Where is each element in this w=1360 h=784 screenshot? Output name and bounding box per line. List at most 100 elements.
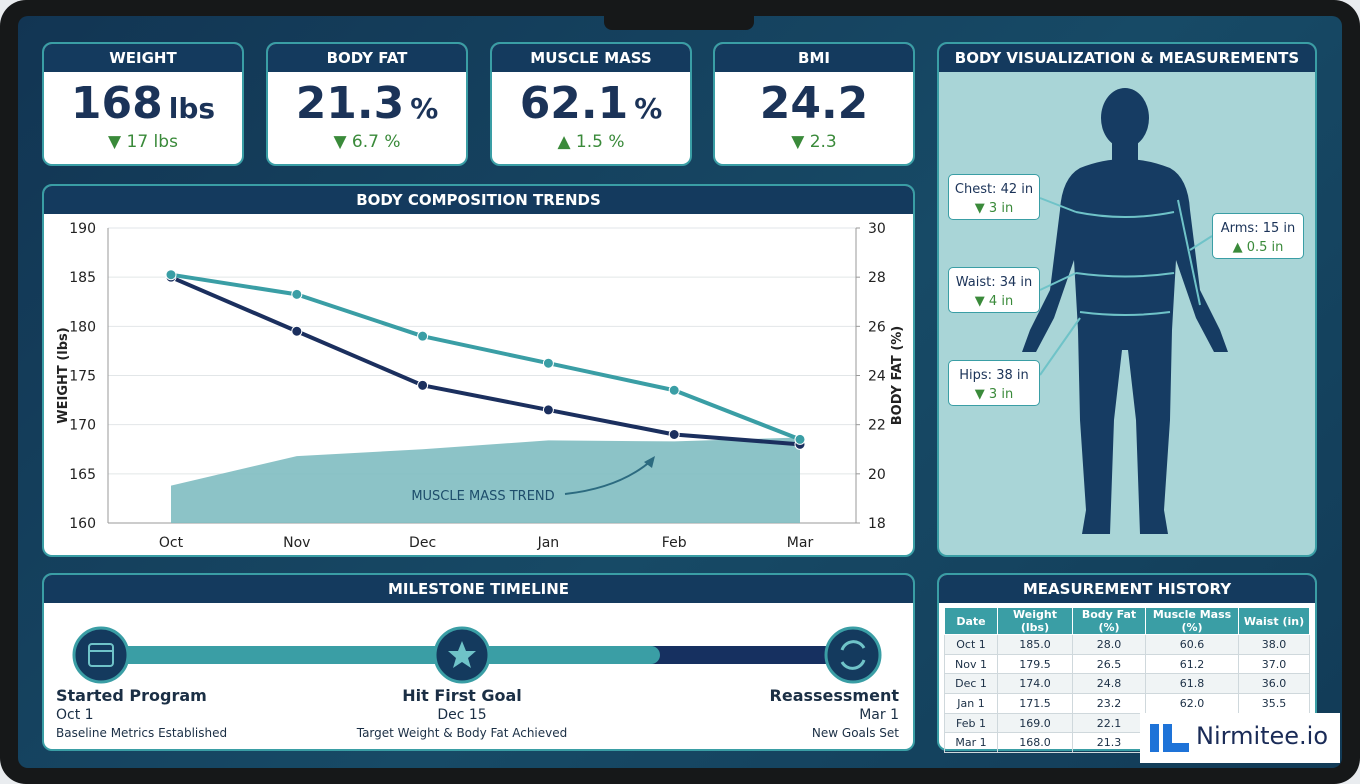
metric-unit: lbs — [168, 92, 216, 125]
table-cell: Feb 1 — [944, 712, 998, 734]
y-tick-label: 165 — [69, 467, 96, 483]
y2-axis-label: BODY FAT (%) — [890, 326, 905, 426]
series-point — [165, 269, 177, 281]
history-title: MEASUREMENT HISTORY — [939, 575, 1315, 603]
header-row: Date Weight (lbs) Body Fat (%) Muscle Mass … — [944, 607, 1310, 635]
table-cell: Oct 1 — [944, 634, 998, 655]
metric-card: BMI 24.2 ▼ 2.3 — [713, 42, 915, 166]
metric-title: BODY FAT — [268, 44, 466, 72]
metric-change: ▼ 17 lbs — [108, 132, 178, 152]
measurement-label: Chest: 42 in — [954, 182, 1034, 197]
table-cell: 35.5 — [1238, 693, 1310, 714]
measurement-change: ▼ 3 in — [974, 387, 1014, 402]
y-tick-label: 175 — [69, 369, 96, 385]
table-cell: Dec 1 — [944, 673, 998, 695]
table-cell: 174.0 — [997, 673, 1073, 695]
milestone: Hit First Goal Dec 15 Target Weight & Body… — [312, 686, 612, 740]
milestone-title: Started Program — [56, 686, 207, 705]
series-point — [668, 384, 680, 396]
measurement-change: ▼ 4 in — [974, 294, 1014, 309]
table-cell: 36.0 — [1238, 673, 1310, 695]
measurement-box: Hips: 38 in ▼ 3 in — [948, 360, 1040, 406]
y-tick-label: 185 — [69, 270, 96, 286]
table-cell: 21.3 — [1072, 732, 1146, 754]
series-point — [417, 330, 429, 342]
metric-title: MUSCLE MASS — [492, 44, 690, 72]
milestone-note: Baseline Metrics Established — [56, 726, 228, 740]
series-point — [291, 288, 303, 300]
measure-arrows — [1039, 197, 1213, 376]
column-header: Muscle Mass (%) — [1145, 607, 1239, 635]
metric-value-row: 168 lbs — [44, 78, 242, 130]
table-cell: 60.6 — [1145, 634, 1239, 655]
milestone-note: New Goals Set — [811, 726, 899, 740]
table-cell: Mar 1 — [944, 732, 998, 754]
annotation-arrow — [564, 459, 653, 495]
y2-tick-label: 30 — [868, 221, 886, 237]
column-header: Date — [944, 607, 998, 635]
milestone-date: Mar 1 — [859, 707, 899, 723]
milestone: Started Program Oct 1 Baseline Metrics Est… — [56, 686, 227, 740]
series-point — [291, 325, 303, 337]
y-tick-label: 180 — [69, 319, 96, 335]
body-title: BODY VISUALIZATION & MEASUREMENTS — [939, 44, 1315, 72]
metric-title: WEIGHT — [44, 44, 242, 72]
x-tick-label: Oct — [159, 535, 184, 551]
y2-tick-label: 22 — [868, 418, 886, 434]
annotation-arrowhead — [644, 456, 655, 468]
measurement-change: ▲ 0.5 in — [1232, 240, 1284, 255]
metric-value-row: 62.1% — [492, 78, 690, 130]
milestone: Reassessment Mar 1 New Goals Set — [770, 686, 899, 740]
brand-logo — [1150, 724, 1189, 752]
column-header: Body Fat (%) — [1072, 607, 1146, 635]
table-cell: 28.0 — [1072, 634, 1146, 655]
table-cell: 23.2 — [1072, 693, 1146, 714]
brand-badge: Nirmitee.io — [1140, 713, 1340, 763]
brand-name: Nirmitee.io — [1196, 722, 1329, 750]
area-annotation: MUSCLE MASS TREND — [411, 489, 554, 504]
measurement-change: ▼ 3 in — [974, 201, 1014, 216]
milestone-icons — [72, 626, 882, 684]
table-cell: 61.8 — [1145, 673, 1239, 695]
table-row: Dec 1 174.0 24.8 61.8 36.0 — [944, 673, 1310, 695]
metric-change: ▼ 2.3 — [791, 132, 837, 152]
timeline-title: MILESTONE TIMELINE — [44, 575, 913, 603]
measurement-label: Hips: 38 in — [959, 368, 1029, 383]
milestone-date: Dec 15 — [437, 707, 487, 723]
table-cell: 38.0 — [1238, 634, 1310, 655]
y2-tick-label: 26 — [868, 319, 886, 335]
metric-value: 62.1 — [519, 78, 629, 129]
column-header: Weight (lbs) — [997, 607, 1073, 635]
measurement-label: Waist: 34 in — [955, 275, 1033, 290]
milestone-title: Reassessment — [769, 686, 899, 705]
metric-value-row: 24.2 — [715, 78, 913, 130]
timeline-progress — [100, 646, 660, 664]
y-axis-label: WEIGHT (lbs) — [56, 327, 71, 423]
y2-tick-label: 28 — [868, 270, 886, 286]
measurement-box: Arms: 15 in ▲ 0.5 in — [1212, 213, 1304, 259]
table-cell: 171.5 — [997, 693, 1073, 714]
column-header: Waist (in) — [1238, 607, 1310, 635]
table-cell: 62.0 — [1145, 693, 1239, 714]
x-tick-label: Nov — [283, 535, 310, 551]
table-cell: 168.0 — [997, 732, 1073, 754]
muscle-area — [171, 437, 800, 523]
metric-change: ▼ 6.7 % — [333, 132, 401, 152]
measurement-box: Chest: 42 in ▼ 3 in — [948, 174, 1040, 220]
metric-unit: % — [410, 92, 439, 125]
y-tick-label: 160 — [69, 516, 96, 532]
metric-value-row: 21.3% — [268, 78, 466, 130]
camera-notch — [604, 16, 754, 30]
milestone-date: Oct 1 — [56, 707, 94, 723]
metric-value: 21.3 — [295, 78, 405, 129]
table-cell: 37.0 — [1238, 653, 1310, 675]
metric-change: ▲ 1.5 % — [557, 132, 625, 152]
table-cell: 179.5 — [997, 653, 1073, 675]
table-cell: 22.1 — [1072, 712, 1146, 734]
table-cell: 26.5 — [1072, 653, 1146, 675]
table-cell: Nov 1 — [944, 653, 998, 675]
body-silhouette — [1022, 88, 1228, 534]
y2-tick-label: 20 — [868, 467, 886, 483]
series-line — [170, 275, 801, 447]
